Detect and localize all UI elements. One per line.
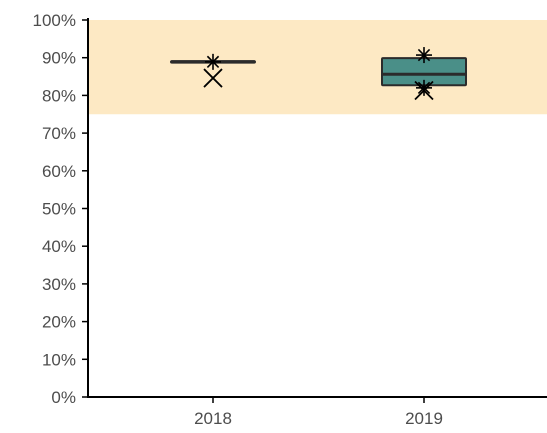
point-layer	[203, 47, 434, 101]
y-tick-label: 60%	[42, 162, 76, 181]
asterisk-d2	[417, 48, 431, 62]
x-tick-label: 2019	[405, 409, 443, 428]
point-2019-3	[416, 79, 432, 96]
target-band	[88, 20, 547, 115]
y-tick-label: 80%	[42, 86, 76, 105]
y-tick-label: 40%	[42, 237, 76, 256]
y-tick-label: 20%	[42, 313, 76, 332]
y-tick-label: 10%	[42, 350, 76, 369]
y-tick-label: 70%	[42, 124, 76, 143]
x-tick-label: 2018	[194, 409, 232, 428]
asterisk-d2	[417, 81, 431, 95]
y-tick-label: 100%	[33, 11, 76, 30]
point-2018-0	[205, 53, 221, 70]
y-axis-ticks: 0% 10% 20% 30% 40% 50% 60% 70% 80% 90% 100%	[33, 11, 88, 407]
y-tick-label: 0%	[51, 388, 76, 407]
point-2019-2	[416, 47, 432, 64]
x-mark-b	[414, 80, 434, 101]
asterisk-d2	[206, 55, 220, 69]
y-tick-label: 50%	[42, 200, 76, 219]
point-2019-4	[414, 80, 434, 101]
x-axis-ticks: 2018 2019	[194, 397, 443, 428]
y-tick-label: 90%	[42, 49, 76, 68]
y-tick-label: 30%	[42, 275, 76, 294]
x-mark-b	[203, 68, 223, 88]
point-2018-1	[203, 68, 223, 88]
